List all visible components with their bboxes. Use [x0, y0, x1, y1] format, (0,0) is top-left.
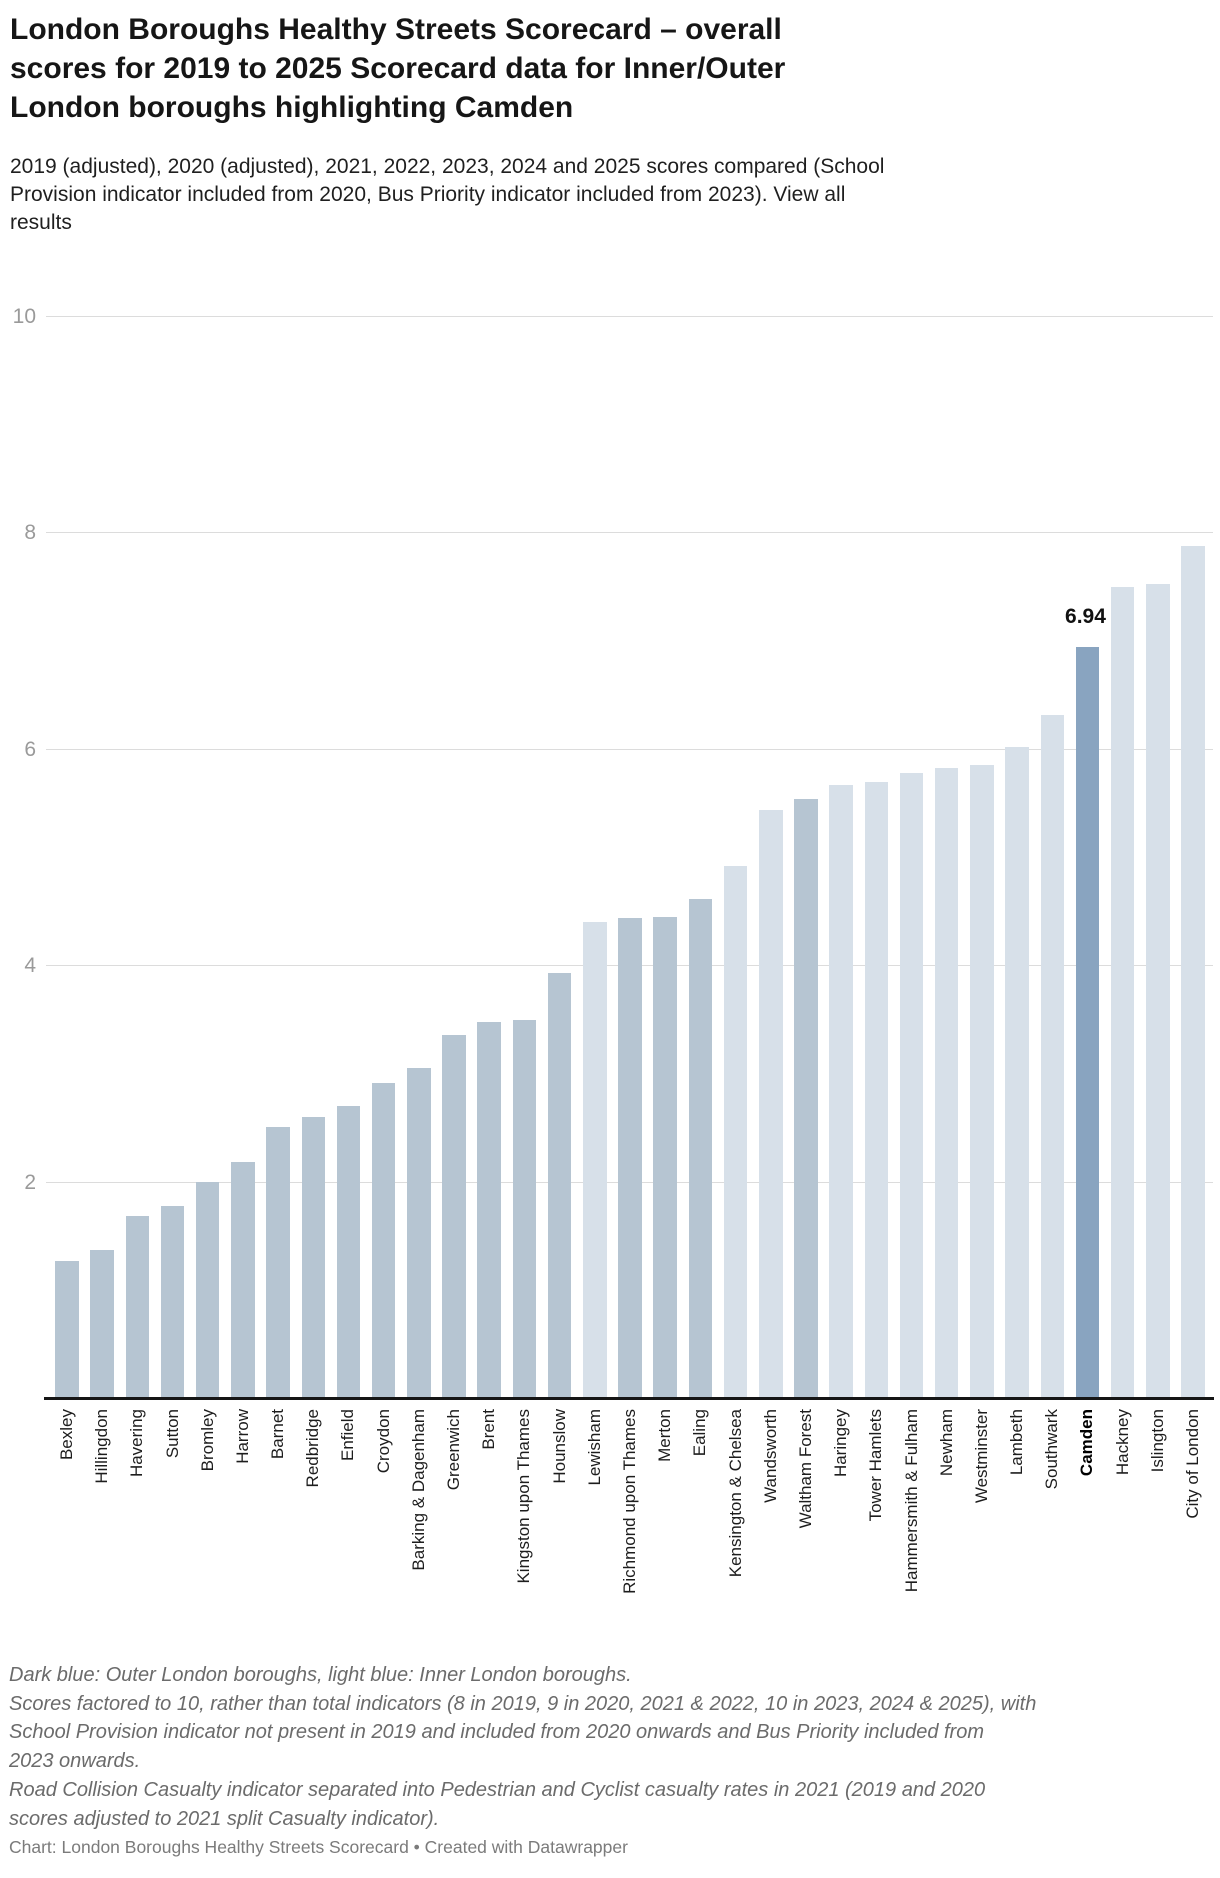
bar-bromley[interactable]: [195, 1182, 220, 1399]
bar-merton[interactable]: [653, 917, 677, 1399]
bar-tower-hamlets[interactable]: [864, 781, 889, 1399]
x-axis-label-hounslow: Hounslow: [549, 1409, 569, 1484]
y-axis-tick-label: 2: [24, 1170, 36, 1194]
x-axis-label-havering: Havering: [127, 1409, 147, 1478]
x-axis-label-sutton: Sutton: [162, 1409, 182, 1459]
bar-wandsworth[interactable]: [759, 809, 783, 1399]
bar-brent[interactable]: [477, 1022, 501, 1399]
x-axis-label-lewisham: Lewisham: [584, 1409, 604, 1486]
x-axis-label-kingston-upon-thames: Kingston upon Thames: [514, 1409, 534, 1584]
text-line: results: [10, 211, 72, 234]
x-axis-label-newham: Newham: [936, 1409, 956, 1477]
x-axis-label-bexley: Bexley: [56, 1409, 76, 1461]
text-line: Dark blue: Outer London boroughs, light …: [9, 1664, 632, 1686]
text-line: Provision indicator included from 2020, …: [10, 183, 846, 206]
x-axis-label-kensington-chelsea: Kensington & Chelsea: [725, 1409, 745, 1578]
bar-kingston-upon-thames[interactable]: [512, 1019, 537, 1399]
y-gridline: [46, 315, 1213, 317]
x-axis-label-hillingdon: Hillingdon: [92, 1409, 112, 1484]
bar-croydon[interactable]: [371, 1082, 396, 1399]
x-axis-label-westminster: Westminster: [971, 1409, 991, 1504]
x-axis-baseline: [44, 1397, 1214, 1400]
bar-harrow[interactable]: [231, 1161, 255, 1399]
x-axis-label-brent: Brent: [479, 1409, 499, 1450]
bar-hackney[interactable]: [1110, 586, 1135, 1399]
x-axis-label-islington: Islington: [1147, 1409, 1167, 1473]
bar-redbridge[interactable]: [301, 1117, 326, 1399]
x-axis-label-richmond-upon-thames: Richmond upon Thames: [619, 1409, 639, 1594]
x-axis-label-barking-dagenham: Barking & Dagenham: [408, 1409, 428, 1571]
chart-credit: Chart: London Boroughs Healthy Streets S…: [9, 1837, 628, 1857]
text-line: scores for 2019 to 2025 Scorecard data f…: [10, 52, 786, 85]
bar-haringey[interactable]: [829, 784, 853, 1399]
y-gridline: [46, 532, 1213, 534]
x-axis-label-merton: Merton: [655, 1409, 675, 1462]
x-axis-label-city-of-london: City of London: [1183, 1409, 1203, 1519]
bar-barking-dagenham[interactable]: [407, 1067, 431, 1399]
x-axis-label-redbridge: Redbridge: [303, 1409, 323, 1488]
x-axis-label-bromley: Bromley: [197, 1409, 217, 1472]
bar-richmond-upon-thames[interactable]: [618, 918, 642, 1399]
bar-bexley[interactable]: [55, 1261, 79, 1399]
bar-newham[interactable]: [934, 767, 959, 1399]
bar-hammersmith-fulham[interactable]: [899, 773, 924, 1399]
x-axis-label-ealing: Ealing: [690, 1409, 710, 1457]
bar-enfield[interactable]: [336, 1105, 361, 1399]
x-axis-label-tower-hamlets: Tower Hamlets: [866, 1409, 886, 1522]
y-axis-tick-label: 10: [12, 304, 36, 328]
bar-westminster[interactable]: [970, 765, 994, 1399]
bar-islington[interactable]: [1146, 583, 1170, 1399]
x-axis-label-waltham-forest: Waltham Forest: [795, 1409, 815, 1529]
x-axis-label-barnet: Barnet: [268, 1409, 288, 1460]
text-line: 2023 onwards.: [9, 1750, 141, 1773]
bar-hounslow[interactable]: [547, 973, 572, 1399]
y-axis-tick-label: 6: [24, 737, 36, 761]
bar-havering[interactable]: [125, 1215, 150, 1399]
chart-notes: Dark blue: Outer London boroughs, light …: [9, 1661, 1214, 1833]
y-gridline: [46, 748, 1213, 750]
bar-waltham-forest[interactable]: [794, 799, 818, 1399]
text-line: Road Collision Casualty indicator separa…: [9, 1778, 986, 1801]
bar-ealing[interactable]: [688, 898, 713, 1399]
bar-lambeth[interactable]: [1005, 747, 1029, 1399]
text-line: London Boroughs Healthy Streets Scorecar…: [10, 13, 782, 46]
text-line: 2019 (adjusted), 2020 (adjusted), 2021, …: [10, 155, 885, 178]
text-line: scores adjusted to 2021 split Casualty i…: [9, 1807, 440, 1830]
y-axis-tick-label: 8: [24, 521, 36, 545]
chart-title: London Boroughs Healthy Streets Scorecar…: [10, 10, 1010, 127]
bar-sutton[interactable]: [160, 1206, 185, 1399]
x-axis-label-greenwich: Greenwich: [444, 1409, 464, 1491]
x-axis-label-wandsworth: Wandsworth: [760, 1409, 780, 1503]
x-axis-label-harrow: Harrow: [232, 1409, 252, 1464]
x-axis-label-croydon: Croydon: [373, 1409, 393, 1474]
text-line: London boroughs highlighting Camden: [10, 91, 574, 124]
chart-description: 2019 (adjusted), 2020 (adjusted), 2021, …: [10, 153, 1020, 237]
x-axis-label-hammersmith-fulham: Hammersmith & Fulham: [901, 1409, 921, 1593]
bar-lewisham[interactable]: [583, 922, 607, 1399]
x-axis-label-haringey: Haringey: [831, 1409, 851, 1478]
x-axis-label-lambeth: Lambeth: [1007, 1409, 1027, 1476]
bar-kensington-chelsea[interactable]: [723, 866, 748, 1399]
bar-southwark[interactable]: [1040, 714, 1065, 1399]
x-axis-label-hackney: Hackney: [1112, 1409, 1132, 1476]
text-line: Scores factored to 10, rather than total…: [9, 1692, 1037, 1715]
x-axis-label-enfield: Enfield: [338, 1409, 358, 1461]
y-axis-tick-label: 4: [24, 954, 36, 978]
bar-greenwich[interactable]: [442, 1035, 466, 1399]
text-line: School Provision indicator not present i…: [9, 1721, 984, 1744]
x-axis-label-southwark: Southwark: [1042, 1409, 1062, 1490]
bar-camden[interactable]: [1075, 647, 1100, 1399]
highlight-value-label: 6.94: [1065, 605, 1106, 629]
bar-city-of-london[interactable]: [1181, 545, 1205, 1399]
bar-barnet[interactable]: [266, 1127, 290, 1399]
bar-hillingdon[interactable]: [90, 1249, 114, 1399]
x-axis-label-camden: Camden: [1077, 1409, 1097, 1477]
